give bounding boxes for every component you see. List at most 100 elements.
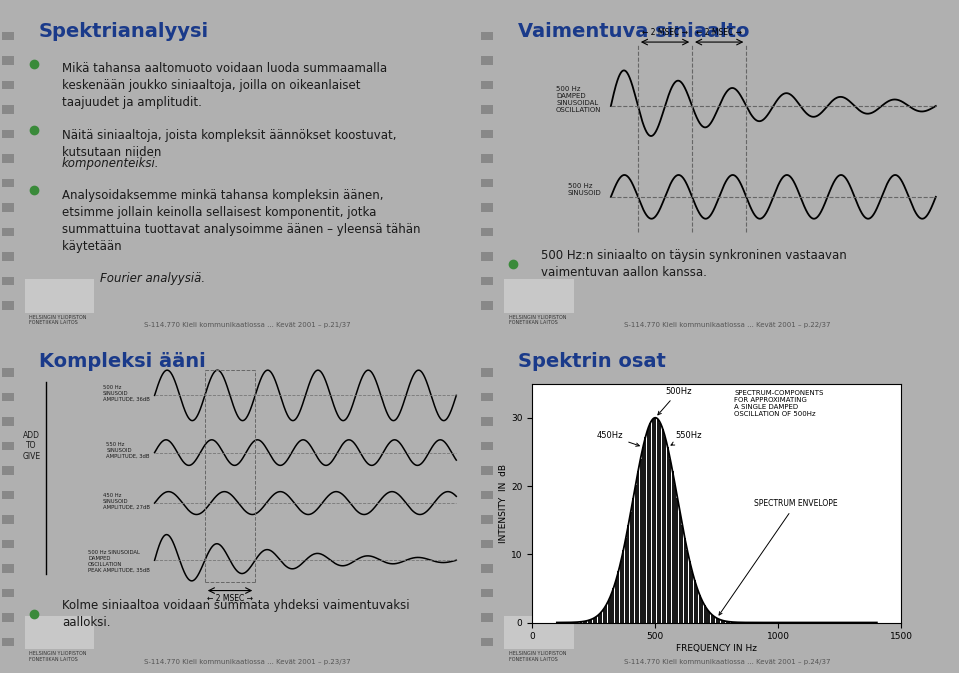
Text: HELSINGIN YLIOPISTON
FONETIIKAN LAITOS: HELSINGIN YLIOPISTON FONETIIKAN LAITOS (30, 651, 86, 662)
Bar (481, 491, 493, 499)
Text: HELSINGIN YLIOPISTON
FONETIIKAN LAITOS: HELSINGIN YLIOPISTON FONETIIKAN LAITOS (30, 315, 86, 326)
Text: S-114.770 Kieli kommunikaatiossa ... Kevät 2001 – p.24/37: S-114.770 Kieli kommunikaatiossa ... Kev… (623, 659, 830, 665)
Bar (728, 622, 730, 623)
Text: 500 Hz
SINUSOID: 500 Hz SINUSOID (568, 184, 601, 197)
Bar (696, 588, 698, 623)
Bar (2, 277, 13, 285)
Text: HELSINGIN YLIOPISTON
FONETIIKAN LAITOS: HELSINGIN YLIOPISTON FONETIIKAN LAITOS (509, 315, 566, 326)
Bar (642, 447, 644, 623)
Bar (659, 423, 661, 623)
Bar (723, 621, 725, 623)
Bar (640, 458, 642, 623)
Text: ← 2 MSEC →: ← 2 MSEC → (207, 594, 253, 603)
Bar (622, 551, 624, 623)
Bar (481, 154, 493, 163)
Bar (481, 466, 493, 474)
Bar (591, 619, 593, 623)
Bar (682, 526, 684, 623)
Bar (654, 418, 656, 623)
Bar (676, 498, 678, 623)
Bar (662, 429, 664, 623)
Bar (2, 589, 13, 597)
Bar (2, 154, 13, 163)
Bar (647, 429, 649, 623)
Bar (2, 564, 13, 573)
Bar (2, 466, 13, 474)
Text: ADD
TO
GIVE: ADD TO GIVE (22, 431, 40, 461)
Bar (704, 605, 706, 623)
Text: Fourier analyysiä.: Fourier analyysiä. (100, 272, 205, 285)
Bar (481, 417, 493, 426)
Bar (679, 512, 681, 623)
Bar (2, 638, 13, 646)
Bar (627, 526, 629, 623)
Bar (481, 613, 493, 622)
Bar (637, 471, 639, 623)
Bar (25, 616, 94, 649)
Bar (618, 571, 620, 623)
Bar (2, 393, 13, 401)
Bar (504, 616, 573, 649)
Text: Näitä siniaaltoja, joista kompleksit äännökset koostuvat,
kutsutaan niiden: Näitä siniaaltoja, joista kompleksit ään… (61, 129, 396, 159)
Bar (718, 619, 720, 623)
Bar (2, 32, 13, 40)
Bar (715, 618, 718, 623)
Text: Kolme siniaaltoa voidaan summata yhdeksi vaimentuvaksi
aalloksi.: Kolme siniaaltoa voidaan summata yhdeksi… (61, 599, 409, 629)
Bar (504, 279, 573, 313)
Bar (669, 458, 671, 623)
Bar (2, 130, 13, 138)
Text: ← 2 MSEC →: ← 2 MSEC → (642, 28, 688, 37)
Bar (481, 106, 493, 114)
Bar (481, 369, 493, 377)
Bar (25, 279, 94, 313)
Bar (667, 447, 668, 623)
Bar (481, 393, 493, 401)
Text: 500 Hz SINUSOIDAL
DAMPED
OSCILLATION
PEAK AMPLITUDE, 35dB: 500 Hz SINUSOIDAL DAMPED OSCILLATION PEA… (88, 551, 150, 573)
Bar (693, 580, 695, 623)
Text: Analysoidaksemme minkä tahansa kompleksin äänen,
etsimme jollain keinolla sellai: Analysoidaksemme minkä tahansa kompleksi… (61, 189, 420, 253)
Bar (625, 538, 627, 623)
Bar (684, 538, 686, 623)
Bar (652, 419, 654, 623)
Bar (632, 498, 634, 623)
Text: Spektrianalyysi: Spektrianalyysi (38, 22, 209, 41)
Bar (2, 302, 13, 310)
Bar (699, 595, 701, 623)
Text: 500 Hz
DAMPED
SINUSOIDAL
OSCILLATION: 500 Hz DAMPED SINUSOIDAL OSCILLATION (556, 86, 601, 113)
X-axis label: FREQUENCY IN Hz: FREQUENCY IN Hz (676, 644, 758, 653)
Bar (689, 561, 690, 623)
Bar (657, 419, 659, 623)
Text: 550 Hz
SINUSOID
AMPLITUDE, 3dB: 550 Hz SINUSOID AMPLITUDE, 3dB (106, 443, 150, 459)
Bar (481, 540, 493, 548)
Text: Vaimentuva siniaalto: Vaimentuva siniaalto (518, 22, 750, 41)
Bar (630, 512, 632, 623)
Text: Spektrin osat: Spektrin osat (518, 352, 666, 371)
Bar (580, 622, 582, 623)
Bar (2, 613, 13, 622)
Text: ← 2 MSEC →: ← 2 MSEC → (696, 28, 742, 37)
Bar (481, 32, 493, 40)
Bar (701, 600, 703, 623)
Bar (481, 302, 493, 310)
Bar (481, 442, 493, 450)
Text: HELSINGIN YLIOPISTON
FONETIIKAN LAITOS: HELSINGIN YLIOPISTON FONETIIKAN LAITOS (509, 651, 566, 662)
Bar (620, 561, 621, 623)
Bar (671, 471, 673, 623)
Bar (2, 417, 13, 426)
Bar (597, 614, 599, 623)
Text: S-114.770 Kieli kommunikaatiossa ... Kevät 2001 – p.22/37: S-114.770 Kieli kommunikaatiossa ... Kev… (623, 322, 830, 328)
Text: komponenteiksi.: komponenteiksi. (61, 157, 159, 170)
Bar (713, 616, 715, 623)
Text: SPECTRUM-COMPONENTS
FOR APPROXIMATING
A SINGLE DAMPED
OSCILLATION OF 500Hz: SPECTRUM-COMPONENTS FOR APPROXIMATING A … (734, 390, 824, 417)
Bar (585, 621, 587, 623)
Bar (596, 616, 597, 623)
Bar (687, 551, 689, 623)
Bar (481, 564, 493, 573)
Text: S-114.770 Kieli kommunikaatiossa ... Kevät 2001 – p.23/37: S-114.770 Kieli kommunikaatiossa ... Kev… (144, 659, 351, 665)
Bar (644, 437, 646, 623)
Bar (2, 179, 13, 187)
Bar (2, 81, 13, 90)
Bar (481, 227, 493, 236)
Bar (481, 277, 493, 285)
Bar (2, 491, 13, 499)
